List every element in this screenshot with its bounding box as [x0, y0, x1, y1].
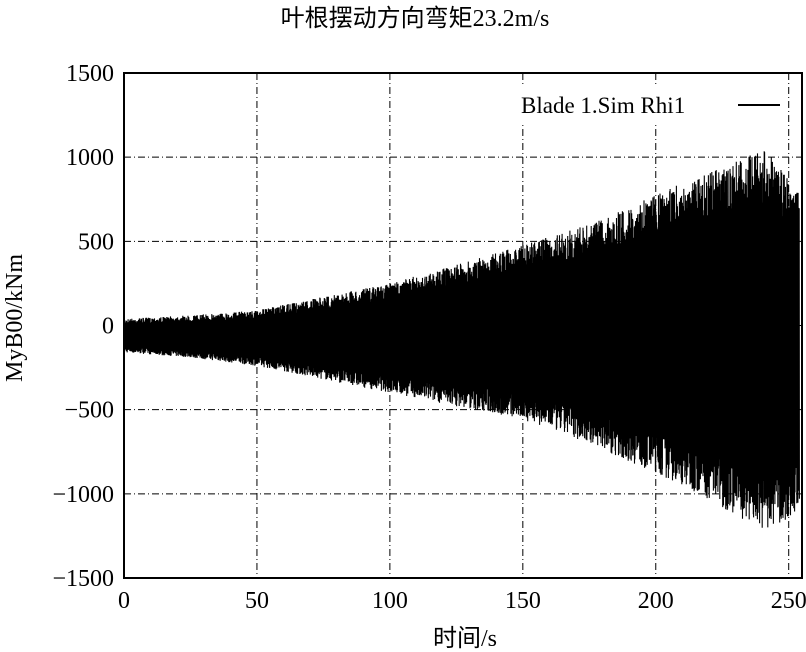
x-tick-label: 150: [505, 588, 541, 614]
legend-label: Blade 1.Sim Rhi1: [521, 93, 685, 118]
x-tick-labels: 0 50 100 150 200 250: [118, 588, 806, 614]
y-tick-label: −1000: [52, 482, 114, 508]
y-tick-label: 1000: [66, 145, 114, 171]
x-tick-label: 250: [771, 588, 806, 614]
series-line: [123, 151, 800, 528]
y-tick-label: −500: [64, 398, 114, 424]
x-tick-label: 200: [638, 588, 674, 614]
y-tick-label: 1500: [66, 61, 114, 87]
plot-frame: [123, 72, 803, 579]
x-axis-label: 时间/s: [433, 625, 497, 652]
signal-series: [123, 151, 800, 528]
x-tick-label: 100: [372, 588, 408, 614]
x-tick-label: 0: [118, 588, 130, 614]
chart-title: 叶根摆动方向弯矩23.2m/s: [281, 5, 550, 32]
y-tick-label: 0: [102, 314, 114, 340]
legend: Blade 1.Sim Rhi1: [512, 87, 782, 123]
y-axis-label: MyB00/kNm: [2, 254, 28, 382]
legend-background: [512, 87, 782, 123]
y-tick-label: 500: [78, 229, 114, 255]
y-tick-labels: 1500 1000 500 0 −500 −1000 −1500: [52, 61, 114, 592]
x-tick-label: 50: [245, 588, 269, 614]
y-tick-label: −1500: [52, 566, 114, 592]
